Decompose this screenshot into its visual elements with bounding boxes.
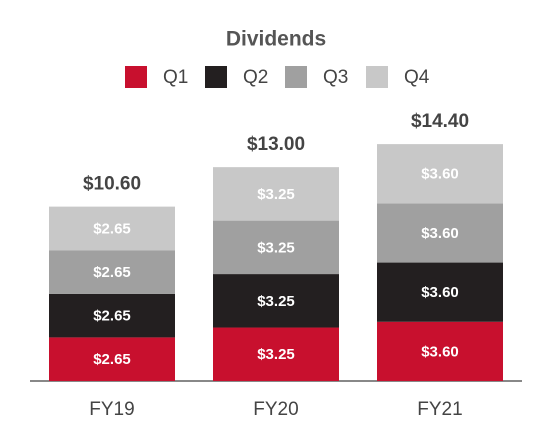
value-label: $2.65 <box>93 264 131 281</box>
value-label: $2.65 <box>93 220 131 237</box>
bar-segment <box>49 206 175 251</box>
bar-segment <box>377 203 503 263</box>
bar-segment <box>213 220 339 275</box>
bar-segment <box>377 321 503 381</box>
value-label: $3.60 <box>421 166 459 183</box>
total-label: $13.00 <box>247 134 305 155</box>
legend-label: Q2 <box>243 67 268 88</box>
legend-swatch <box>125 66 147 88</box>
legend-label: Q3 <box>323 67 348 88</box>
x-tick-label: FY20 <box>253 399 298 420</box>
value-label: $3.25 <box>257 293 295 310</box>
bar-segment <box>213 327 339 381</box>
legend-swatch <box>285 66 307 88</box>
bar-segment <box>213 167 339 221</box>
value-label: $3.60 <box>421 343 459 360</box>
total-label: $14.40 <box>411 111 469 132</box>
bar-segment <box>49 337 175 381</box>
legend-label: Q4 <box>404 67 430 88</box>
value-label: $3.25 <box>257 346 295 363</box>
value-label: $3.25 <box>257 186 295 203</box>
bar-segment <box>49 250 175 294</box>
value-label: $3.25 <box>257 239 295 256</box>
value-label: $3.60 <box>421 284 459 301</box>
legend-label: Q1 <box>163 67 188 88</box>
bar-segment <box>49 293 175 338</box>
bar-segment <box>377 262 503 322</box>
bar-segment <box>213 274 339 328</box>
bar-segment <box>377 144 503 204</box>
value-label: $3.60 <box>421 225 459 242</box>
legend-swatch <box>366 66 388 88</box>
x-tick-label: FY19 <box>89 399 134 420</box>
total-label: $10.60 <box>83 174 141 195</box>
legend-swatch <box>205 66 227 88</box>
value-label: $2.65 <box>93 308 131 325</box>
chart-title: Dividends <box>226 28 326 51</box>
value-label: $2.65 <box>93 351 131 368</box>
x-tick-label: FY21 <box>417 399 462 420</box>
